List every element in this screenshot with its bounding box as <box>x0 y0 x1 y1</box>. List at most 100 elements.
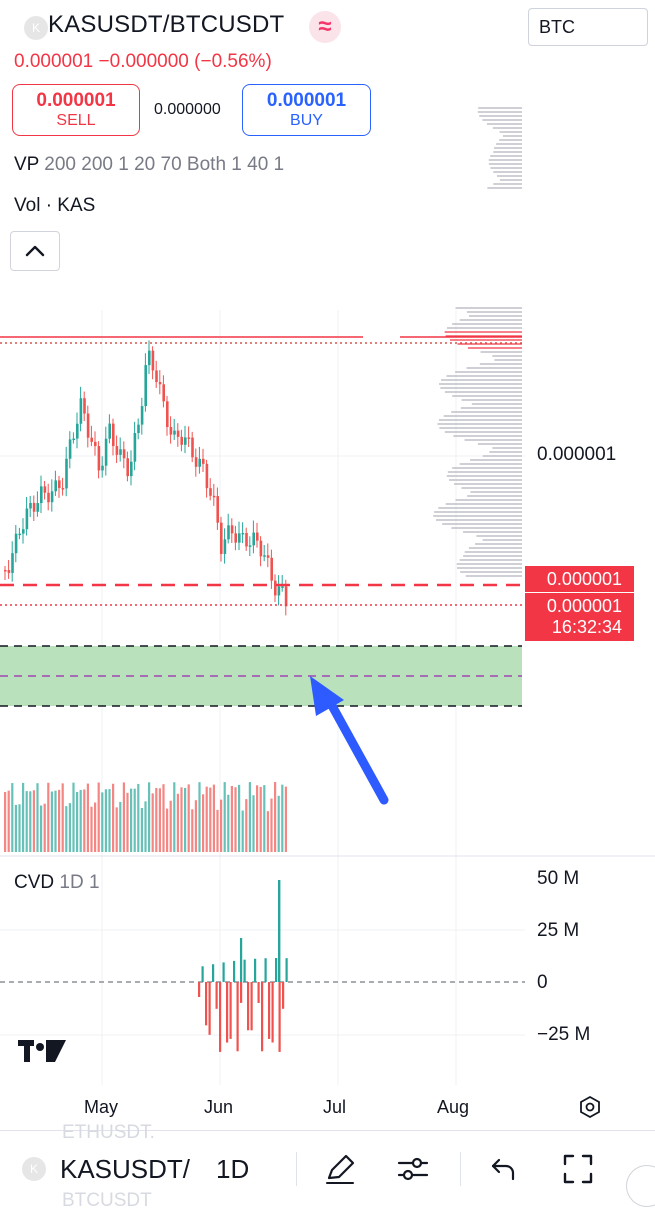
symbol-title[interactable]: KASUSDT/BTCUSDT <box>48 11 285 38</box>
volume-bar <box>115 807 118 852</box>
interval-button[interactable]: 1D <box>216 1154 250 1184</box>
volume-bar <box>4 792 7 852</box>
volume-bar <box>270 798 273 852</box>
volume-bar <box>40 805 43 852</box>
bottom-toolbar <box>0 1130 655 1201</box>
candle-body <box>256 532 259 541</box>
candle-body <box>122 449 126 459</box>
cvd-bar <box>275 958 278 982</box>
time-label-may: May <box>84 1097 119 1117</box>
volume-bar <box>47 782 50 852</box>
candle-body <box>248 545 252 547</box>
volume-bar <box>86 783 89 852</box>
candlesticks <box>4 340 288 616</box>
cvd-bar <box>226 982 229 1043</box>
candle-body <box>180 436 183 445</box>
candle-body <box>90 437 93 442</box>
volume-bar <box>252 795 255 852</box>
volume-bar <box>144 801 147 852</box>
volume-bar <box>137 783 140 852</box>
candle-body <box>36 503 39 512</box>
volume-bar <box>11 783 14 852</box>
candle-body <box>223 539 227 554</box>
cvd-bar <box>236 982 239 1052</box>
cvd-name: CVD <box>14 872 55 893</box>
cvd-bar <box>264 958 267 982</box>
cvd-bar <box>261 982 264 1052</box>
candle-body <box>173 430 176 435</box>
cvd-bar <box>285 958 288 982</box>
candle-body <box>194 457 198 467</box>
candle-body <box>176 430 180 437</box>
ghost-symbol-next: BTCUSDT <box>62 1190 152 1211</box>
candle-body <box>220 522 223 554</box>
cvd-bar <box>268 982 271 1039</box>
fullscreen-button[interactable] <box>558 1149 598 1189</box>
cvd-params: 1D 1 <box>59 872 100 893</box>
candle-body <box>43 486 47 493</box>
candle-body <box>130 461 133 477</box>
volume-bar <box>58 789 61 852</box>
volume-bar <box>234 787 237 852</box>
volume-bar <box>112 783 115 852</box>
vp-indicator-label[interactable]: VP 200 200 1 20 70 Both 1 40 1 <box>14 154 284 176</box>
candle-body <box>101 465 104 471</box>
candle-body <box>234 533 237 543</box>
cvd-axis-label-0: 0 <box>537 972 548 993</box>
drawing-tools-button[interactable] <box>320 1149 360 1189</box>
volume-indicator-label[interactable]: Vol · KAS <box>14 195 96 216</box>
toolbar-symbol-button[interactable]: KASUSDT/ <box>60 1154 191 1184</box>
demand-zone[interactable] <box>0 646 522 706</box>
volume-bar <box>43 803 46 852</box>
candle-body <box>284 586 288 607</box>
volume-bar <box>29 791 32 852</box>
collapse-indicators-button[interactable] <box>10 231 60 271</box>
candle-body <box>144 365 147 407</box>
volume-bar <box>22 782 25 852</box>
indicators-button[interactable] <box>393 1149 433 1189</box>
cvd-bar <box>215 982 218 1009</box>
toolbar-separator-2 <box>460 1152 461 1186</box>
cvd-bar <box>250 982 253 1031</box>
volume-bar <box>79 789 82 852</box>
candle-body <box>162 384 165 402</box>
last-price: 0.000001 <box>14 51 94 72</box>
volume-bar <box>220 799 223 852</box>
volume-bar <box>68 803 71 852</box>
buy-button[interactable]: 0.000001 BUY <box>242 84 371 136</box>
volume-bar <box>94 802 97 852</box>
cvd-bar <box>257 982 260 1003</box>
candle-body <box>76 423 79 439</box>
sell-button[interactable]: 0.000001 SELL <box>12 84 140 136</box>
fullscreen-icon <box>563 1154 593 1184</box>
candle-body <box>148 350 151 366</box>
candle-body <box>112 423 115 447</box>
volume-bar <box>259 786 262 852</box>
sell-label: SELL <box>56 112 96 129</box>
arrow-annotation[interactable] <box>310 676 389 805</box>
cvd-bar <box>222 962 225 982</box>
candle-body <box>151 350 155 371</box>
candle-body <box>209 488 212 496</box>
volume-bar <box>148 782 151 852</box>
tradingview-logo-icon <box>18 1040 66 1062</box>
currency-selector[interactable]: BTC <box>528 8 648 46</box>
wave-icon[interactable]: ≈ <box>309 11 341 43</box>
price-tag-1: 0.000001 <box>525 566 634 592</box>
volume-bar <box>281 784 284 852</box>
volume-bar <box>180 787 183 852</box>
volume-bar <box>277 795 280 852</box>
candle-body <box>14 533 18 554</box>
candle-body <box>238 533 241 543</box>
volume-bars <box>4 782 287 852</box>
candle-body <box>61 488 65 490</box>
candle-body <box>115 446 119 455</box>
vp-params: 200 200 1 20 70 Both 1 40 1 <box>44 154 285 175</box>
cvd-indicator-label[interactable]: CVD 1D 1 <box>14 872 100 894</box>
undo-button[interactable] <box>483 1149 523 1189</box>
cvd-bar-spike <box>278 880 281 982</box>
candle-body <box>274 580 277 596</box>
candle-body <box>259 540 263 557</box>
chart-settings-icon[interactable] <box>578 1095 602 1119</box>
